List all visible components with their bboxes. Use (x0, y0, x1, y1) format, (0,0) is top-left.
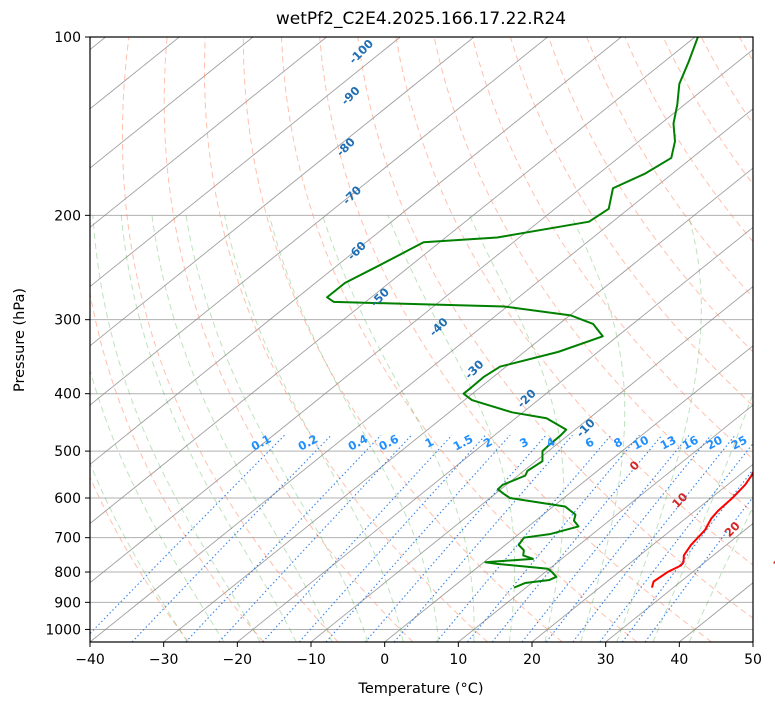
y-tick-label: 900 (54, 595, 81, 611)
isotherm-line (531, 463, 753, 642)
moist-adiabat (322, 215, 475, 642)
moist-adiabat (652, 391, 753, 642)
axes-layer: −40 −30 −20 −10 0 10 20 30 40 50 100 200 300 400 500 60… (45, 30, 762, 668)
mixing-ratio-label: 25 (729, 433, 750, 453)
background-lines-layer (90, 37, 753, 642)
isotherm-line (90, 37, 475, 347)
moist-adiabat (90, 368, 225, 642)
x-tick-label: −10 (296, 652, 326, 668)
mixing-ratio-line (325, 434, 511, 642)
moist-adiabat (616, 215, 702, 642)
isotherm-line (90, 37, 622, 465)
isotherm-line (90, 37, 548, 406)
mixing-ratio-line (364, 434, 547, 642)
moist-adiabat (185, 215, 369, 642)
moist-adiabat (688, 505, 753, 642)
isotherm-line (384, 345, 753, 642)
mixing-ratio-line (298, 434, 486, 642)
y-tick-label: 500 (54, 444, 81, 460)
moist-adiabat (268, 215, 439, 642)
y-tick-label: 700 (54, 531, 81, 547)
dry-adiabat (163, 37, 414, 642)
moist-adiabat (570, 215, 626, 642)
mixing-ratio-line (218, 434, 412, 642)
dewpoint-profile-line (326, 37, 699, 589)
y-tick-label: 400 (54, 387, 81, 403)
x-tick-label: 0 (380, 652, 389, 668)
mixing-ratio-line (131, 434, 332, 642)
mixing-ratio-line (467, 434, 640, 642)
x-tick-label: −30 (149, 652, 179, 668)
x-axis-label: Temperature (°C) (357, 681, 483, 697)
mixing-ratio-line (599, 442, 753, 642)
y-tick-label: 300 (54, 313, 81, 329)
y-tick-label: 1000 (45, 622, 81, 638)
isotherm-line (458, 404, 753, 642)
x-tick-label: −20 (223, 652, 253, 668)
y-tick-label: 100 (54, 30, 81, 46)
moist-adiabat (90, 461, 188, 642)
moist-adiabat (387, 215, 516, 642)
x-tick-label: 50 (744, 652, 762, 668)
isotherm-line (90, 37, 327, 228)
mixing-ratio-line (491, 434, 663, 642)
moist-adiabat (468, 215, 565, 642)
dry-adiabat (90, 37, 264, 642)
isotherm-line (90, 37, 254, 169)
temperature-profile-line (650, 470, 753, 588)
y-axis-label: Pressure (hPa) (12, 288, 28, 392)
isotherm-line (605, 522, 753, 642)
y-tick-label: 800 (54, 565, 81, 581)
dry-adiabat (357, 37, 753, 619)
dry-adiabat (395, 37, 753, 566)
x-tick-label: 10 (449, 652, 467, 668)
mixing-ratio-line (90, 434, 286, 635)
chart-title: wetPf2_C2E4.2025.166.17.22.R24 (276, 9, 566, 29)
grid-layer (90, 37, 753, 642)
isotherm-label: 30 (770, 550, 775, 571)
isotherm-line (90, 37, 401, 288)
isotherm-line (90, 48, 753, 584)
dry-adiabat (242, 37, 563, 642)
isotherm-line (90, 37, 696, 525)
moist-adiabat (120, 215, 297, 642)
x-tick-label: 20 (523, 652, 541, 668)
isotherm-line (163, 167, 753, 642)
isotherm-line (237, 226, 753, 642)
dry-adiabat (280, 37, 638, 642)
mixing-ratio-label: 10 (630, 433, 651, 453)
mixing-ratio-line (572, 434, 736, 642)
isotherm-line (90, 108, 753, 642)
moist-adiabat (223, 215, 404, 642)
mixing-ratio-line (262, 434, 453, 642)
profiles-layer (326, 37, 753, 589)
dry-adiabat (433, 37, 753, 513)
mixing-ratio-line (435, 434, 612, 642)
mixing-ratio-label: 20 (704, 433, 725, 453)
y-tick-label: 200 (54, 208, 81, 224)
mixing-ratio-label: 16 (680, 433, 701, 453)
moist-adiabat (92, 215, 261, 642)
x-tick-label: −40 (75, 652, 105, 668)
dry-adiabat (203, 37, 488, 642)
mixing-ratio-label: 13 (658, 433, 679, 453)
dry-adiabat (319, 37, 713, 642)
dry-adiabat (121, 37, 339, 642)
y-tick-label: 600 (54, 491, 81, 507)
mixing-ratio-line (393, 434, 573, 642)
x-tick-label: 30 (597, 652, 615, 668)
plot-frame (89, 36, 754, 643)
dry-adiabat (90, 475, 190, 642)
x-tick-label: 40 (670, 652, 688, 668)
